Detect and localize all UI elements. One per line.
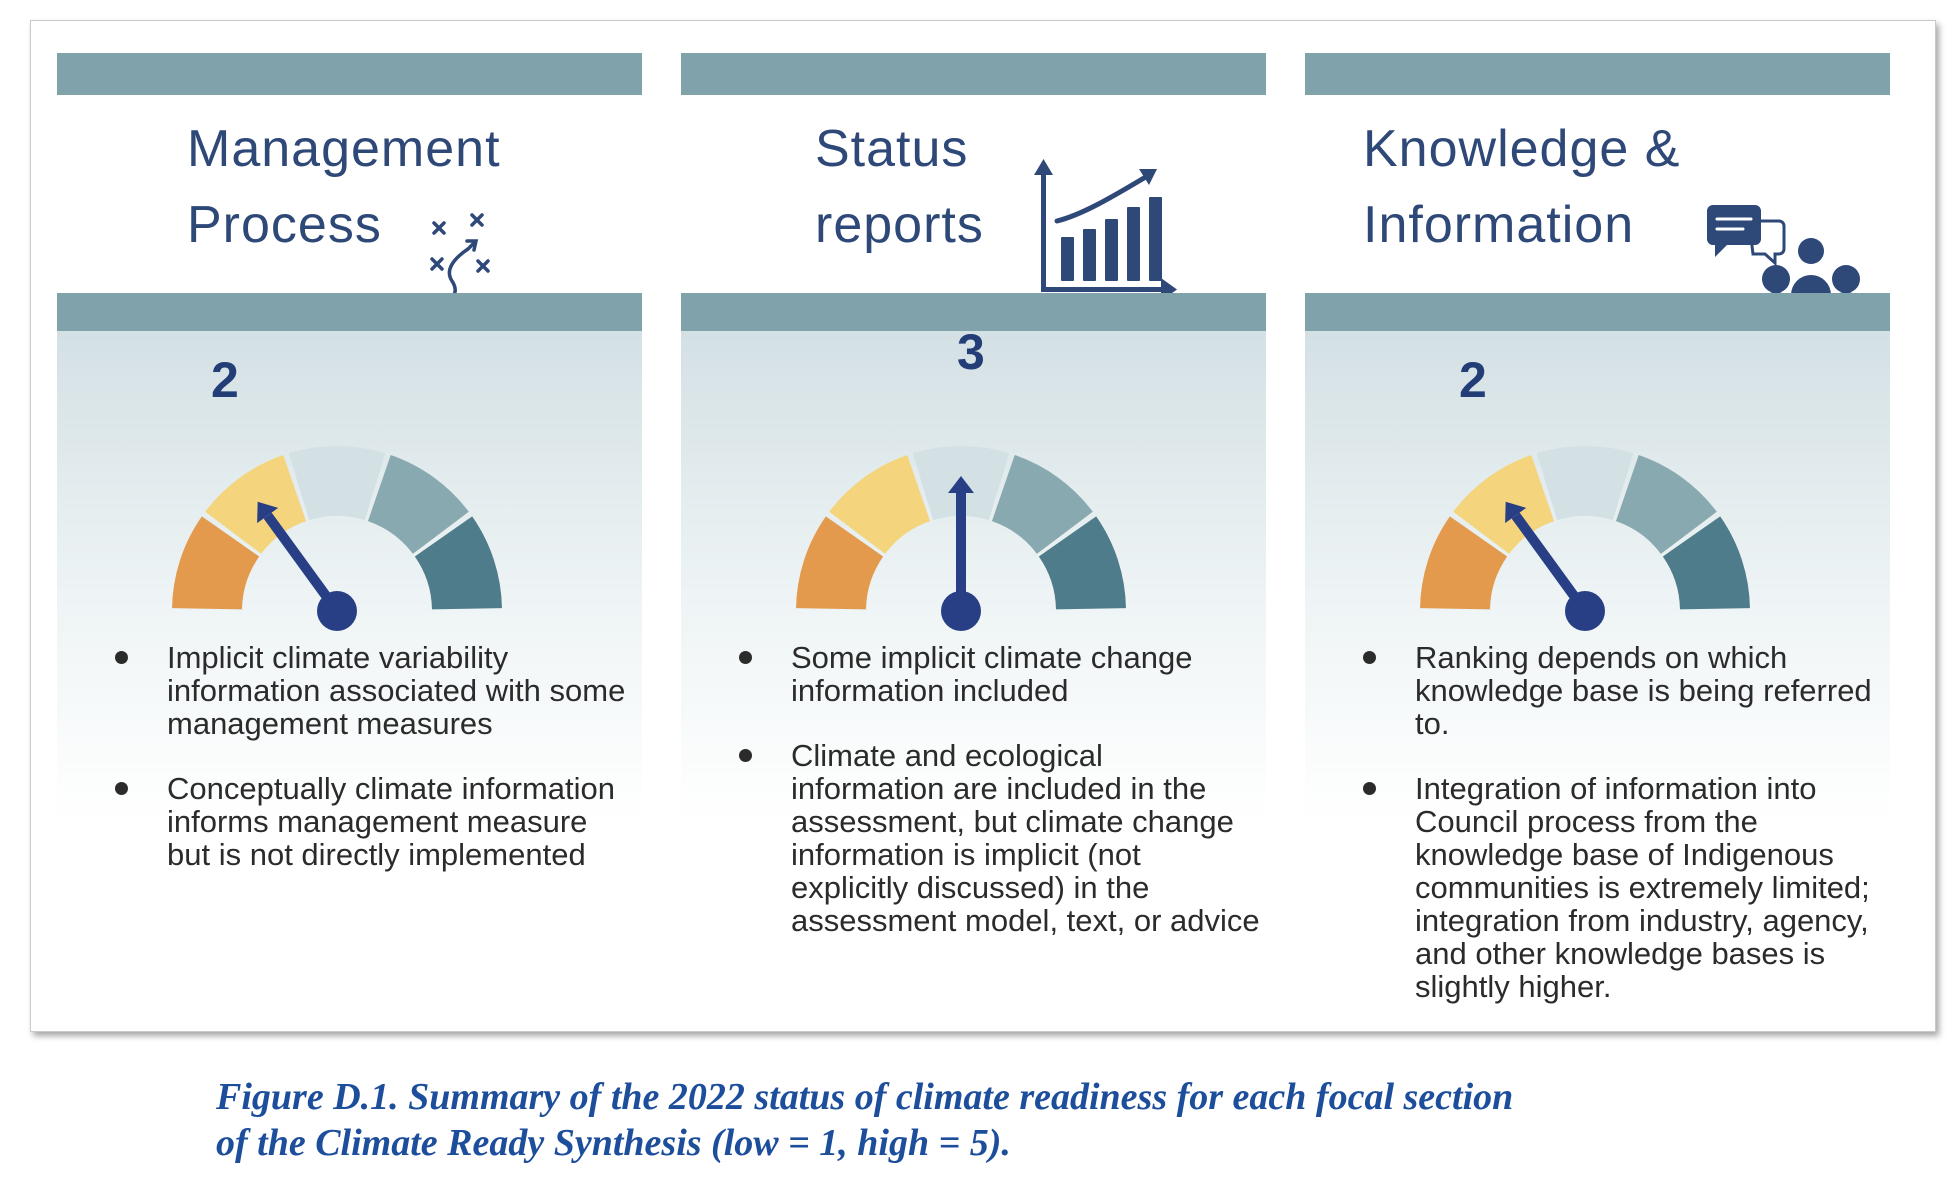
gauge-needle-arrowhead xyxy=(1505,501,1527,524)
readiness-score: 2 xyxy=(1459,352,1487,408)
bullet-dot-icon xyxy=(1363,651,1376,664)
gauge-segment-3 xyxy=(1536,446,1634,521)
panel-header-band xyxy=(57,53,642,95)
figure-caption: Figure D.1. Summary of the 2022 status o… xyxy=(216,1076,1514,1164)
gauge-needle-arrowhead xyxy=(257,501,279,524)
gauge-segment-1 xyxy=(1420,516,1508,610)
panel-divider-band xyxy=(1305,293,1890,331)
bullet-dot-icon xyxy=(739,749,752,762)
panel-knowledge-information: Knowledge & Information 2 Ranki xyxy=(1305,53,1890,1031)
gauge-segment-4 xyxy=(367,454,469,554)
gauge-segment-5 xyxy=(1662,516,1750,610)
readiness-gauge xyxy=(1420,446,1750,631)
panel-header-band xyxy=(1305,53,1890,95)
panel-divider-band xyxy=(681,293,1266,331)
panel-title: Knowledge & Information xyxy=(1363,120,1681,254)
gauge-segment-3 xyxy=(288,446,386,521)
bullet-list: Implicit climate variability information… xyxy=(107,641,637,903)
readiness-score: 2 xyxy=(211,352,239,408)
bullet-dot-icon xyxy=(1363,782,1376,795)
bullet-dot-icon xyxy=(739,651,752,664)
bullet-item: Integration of information into Council … xyxy=(1355,772,1885,1003)
panel-title: Status reports xyxy=(815,120,984,254)
panel-divider-band xyxy=(57,293,642,331)
gauge-segment-5 xyxy=(1038,516,1126,610)
bullet-dot-icon xyxy=(115,651,128,664)
gauge-hub xyxy=(1565,591,1605,631)
figure-frame: Management Process 2 Implicit climate va… xyxy=(30,20,1936,1032)
panel-header-band xyxy=(681,53,1266,95)
readiness-gauge xyxy=(172,446,502,631)
gauge-segment-1 xyxy=(172,516,260,610)
panel-management-process: Management Process 2 Implicit climate va… xyxy=(57,53,642,1031)
readiness-score: 3 xyxy=(957,324,985,380)
bullet-list: Some implicit climate change information… xyxy=(731,641,1261,969)
gauge-segment-4 xyxy=(1615,454,1717,554)
bullet-item: Ranking depends on which knowledge base … xyxy=(1355,641,1885,740)
gauge-segment-5 xyxy=(414,516,502,610)
gauge-segment-1 xyxy=(796,516,884,610)
gauge-segment-2 xyxy=(829,454,931,554)
gauge-hub xyxy=(941,591,981,631)
gauge-needle-arrowhead xyxy=(948,476,974,493)
bullet-item: Implicit climate variability information… xyxy=(107,641,637,740)
bullet-item: Conceptually climate information informs… xyxy=(107,772,637,871)
bar-chart-rising-icon xyxy=(1034,159,1177,301)
panel-title: Management Process xyxy=(187,120,501,254)
bullet-item: Climate and ecological information are i… xyxy=(731,739,1261,937)
bullet-list: Ranking depends on which knowledge base … xyxy=(1355,641,1885,1035)
bullet-dot-icon xyxy=(115,782,128,795)
bullet-item: Some implicit climate change information… xyxy=(731,641,1261,707)
gauge-hub xyxy=(317,591,357,631)
gauge-segment-4 xyxy=(991,454,1093,554)
panel-status-reports: Status reports 3 Some implicit climate c xyxy=(681,53,1266,1031)
readiness-gauge xyxy=(796,446,1126,631)
